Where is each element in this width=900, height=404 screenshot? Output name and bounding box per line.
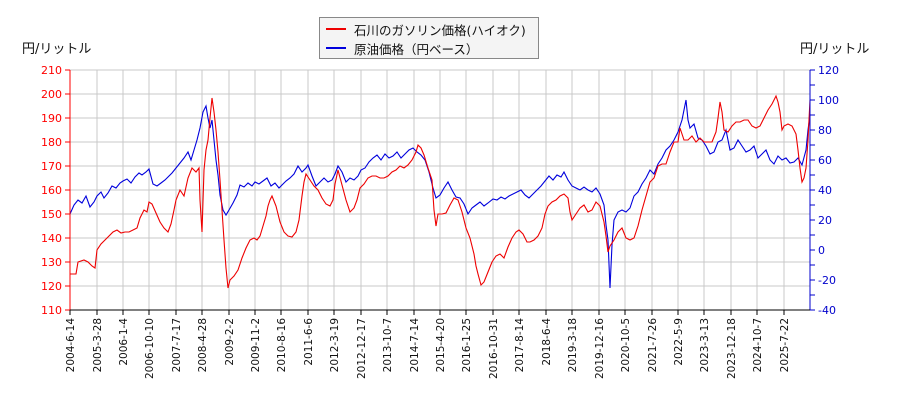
blue-line-swatch-icon (326, 47, 346, 49)
svg-text:2008-4-28: 2008-4-28 (197, 318, 209, 372)
left-axis-unit-label: 円/リットル (22, 42, 92, 57)
svg-text:-40: -40 (818, 304, 836, 317)
svg-text:60: 60 (818, 154, 832, 167)
svg-text:2018-6-4: 2018-6-4 (541, 318, 553, 366)
svg-text:2014-7-14: 2014-7-14 (409, 318, 421, 373)
left-y-tick-labels: 210 200 190 180 170 160 150 140 130 120 … (41, 64, 62, 317)
svg-text:110: 110 (41, 304, 62, 317)
svg-text:80: 80 (818, 124, 832, 137)
svg-text:130: 130 (41, 256, 62, 269)
svg-text:200: 200 (41, 88, 62, 101)
chart-legend: 石川のガソリン価格(ハイオク) 原油価格（円ベース） (319, 17, 539, 59)
svg-text:2005-3-28: 2005-3-28 (92, 318, 104, 372)
svg-text:210: 210 (41, 64, 62, 77)
svg-text:2010-8-16: 2010-8-16 (276, 318, 288, 373)
svg-text:2019-12-16: 2019-12-16 (594, 318, 606, 379)
svg-text:2024-10-7: 2024-10-7 (752, 318, 764, 372)
svg-text:190: 190 (41, 112, 62, 125)
svg-text:2020-10-5: 2020-10-5 (620, 318, 632, 372)
svg-text:2007-7-17: 2007-7-17 (171, 318, 183, 372)
legend-item-crude-oil: 原油価格（円ベース） (326, 39, 478, 57)
right-y-axis (809, 69, 815, 311)
svg-text:120: 120 (818, 64, 839, 77)
svg-text:2016-1-25: 2016-1-25 (461, 318, 473, 372)
legend-item-gasoline: 石川のガソリン価格(ハイオク) (326, 20, 526, 38)
svg-text:40: 40 (818, 184, 832, 197)
x-tick-labels: 2004-6-14 2005-3-28 2006-1-4 2006-10-10 … (65, 318, 791, 379)
legend-label-crude-oil: 原油価格（円ベース） (354, 41, 479, 57)
svg-text:2016-10-31: 2016-10-31 (488, 318, 500, 379)
svg-text:140: 140 (41, 232, 62, 245)
svg-text:2019-3-18: 2019-3-18 (567, 318, 579, 372)
svg-text:2009-2-2: 2009-2-2 (224, 318, 236, 366)
svg-text:2025-7-22: 2025-7-22 (779, 318, 791, 372)
svg-text:2012-12-17: 2012-12-17 (356, 318, 368, 379)
svg-text:160: 160 (41, 184, 62, 197)
grid-lines (70, 69, 810, 310)
svg-text:2017-8-14: 2017-8-14 (514, 318, 526, 373)
svg-text:2009-11-2: 2009-11-2 (250, 318, 262, 372)
left-y-axis (65, 69, 71, 311)
legend-label-gasoline: 石川のガソリン価格(ハイオク) (354, 22, 526, 38)
svg-text:170: 170 (41, 160, 62, 173)
svg-text:20: 20 (818, 214, 832, 227)
x-axis (69, 309, 810, 315)
red-line-swatch-icon (326, 28, 346, 30)
svg-text:2006-1-4: 2006-1-4 (118, 318, 130, 366)
svg-text:120: 120 (41, 280, 62, 293)
svg-text:2023-3-13: 2023-3-13 (699, 318, 711, 372)
svg-text:2006-10-10: 2006-10-10 (144, 318, 156, 379)
svg-text:2011-6-6: 2011-6-6 (303, 318, 315, 366)
svg-text:2013-10-7: 2013-10-7 (382, 318, 394, 372)
svg-text:2015-4-20: 2015-4-20 (435, 318, 447, 372)
svg-text:2021-7-26: 2021-7-26 (647, 318, 659, 373)
gasoline-price-line (70, 94, 811, 289)
svg-text:-20: -20 (818, 274, 836, 287)
svg-text:0: 0 (818, 244, 825, 257)
svg-text:2004-6-14: 2004-6-14 (65, 318, 77, 373)
svg-text:150: 150 (41, 208, 62, 221)
svg-text:2023-12-18: 2023-12-18 (726, 318, 738, 379)
svg-text:180: 180 (41, 136, 62, 149)
right-y-tick-labels: 120 100 80 60 40 20 0 -20 -40 (818, 64, 839, 317)
svg-text:2022-5-9: 2022-5-9 (673, 318, 685, 366)
right-axis-unit-label: 円/リットル (800, 42, 870, 57)
svg-text:100: 100 (818, 94, 839, 107)
svg-text:2012-3-19: 2012-3-19 (329, 318, 341, 372)
